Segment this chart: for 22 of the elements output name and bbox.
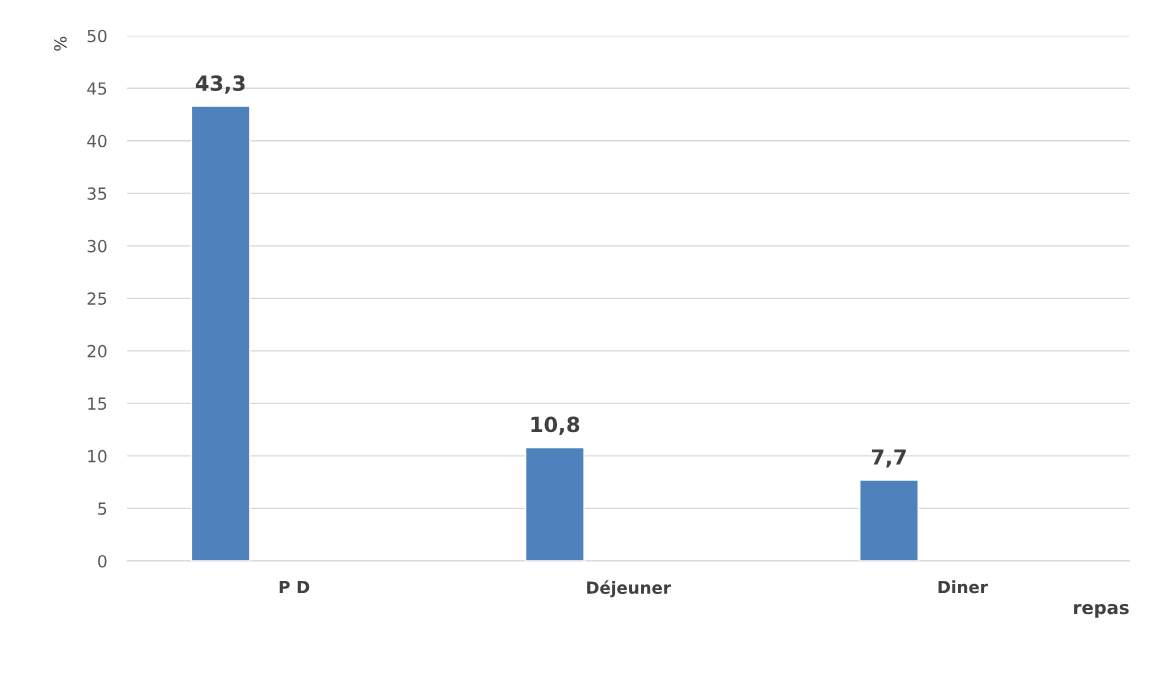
x-tick-label: Diner (938, 580, 988, 594)
y-tick-label: 0 (98, 554, 107, 568)
y-tick-label: 25 (87, 292, 107, 305)
bar (524, 446, 585, 561)
y-tick-label: 50 (87, 29, 107, 43)
y-tick-label: 15 (88, 397, 107, 410)
y-tick-label: 35 (87, 187, 107, 200)
y-tick-label: 5 (98, 502, 107, 515)
text: 10,8 (531, 416, 580, 436)
bar (859, 479, 919, 561)
y-tick-label: 20 (87, 344, 107, 358)
x-axis-title: repas (1074, 603, 1129, 618)
y-axis-title: % (54, 36, 67, 51)
y-tick-label: 40 (87, 134, 107, 148)
y-tick-label: 30 (87, 239, 107, 253)
x-tick-label: P D (279, 580, 310, 594)
text: 43,3 (195, 75, 245, 94)
y-tick-label: 45 (87, 82, 107, 95)
bar (190, 105, 251, 561)
text: 7,7 (871, 449, 906, 468)
y-tick-label: 10 (88, 449, 107, 463)
x-tick-label: Déjeuner (587, 580, 671, 598)
